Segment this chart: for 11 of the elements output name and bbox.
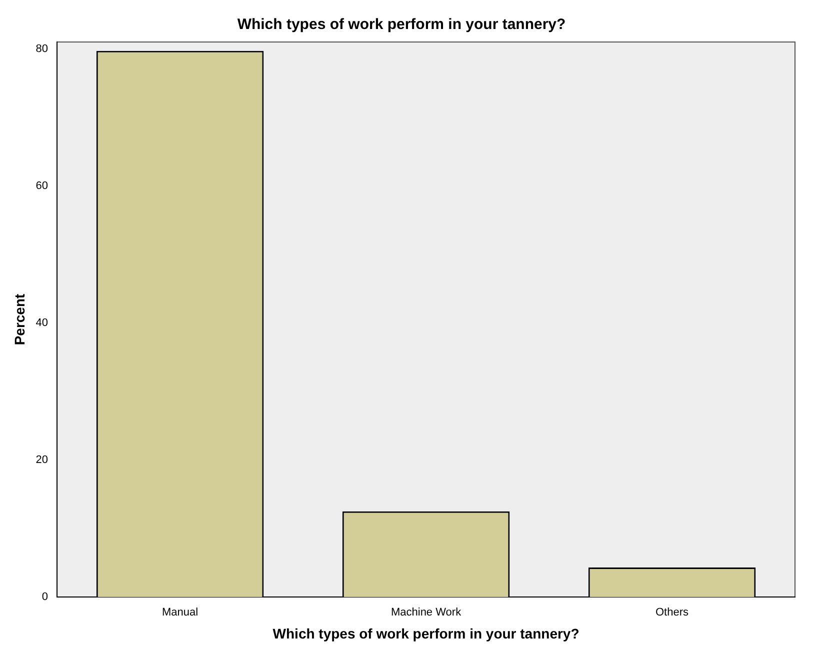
y-tick-label: 40 [36, 316, 48, 329]
x-axis-title: Which types of work perform in your tannery? [272, 625, 580, 642]
y-tick-label: 0 [42, 591, 48, 604]
chart-title: Which types of work perform in your tannery? [237, 16, 566, 34]
y-tick-label: 20 [36, 454, 48, 466]
x-tick-label: Manual [162, 606, 198, 619]
x-tick-label: Others [656, 606, 690, 619]
y-tick-label: 60 [36, 180, 48, 192]
x-tick-label: Machine Work [390, 606, 462, 619]
y-tick-label: 80 [36, 42, 48, 55]
y-axis-title: Percent [11, 293, 28, 346]
